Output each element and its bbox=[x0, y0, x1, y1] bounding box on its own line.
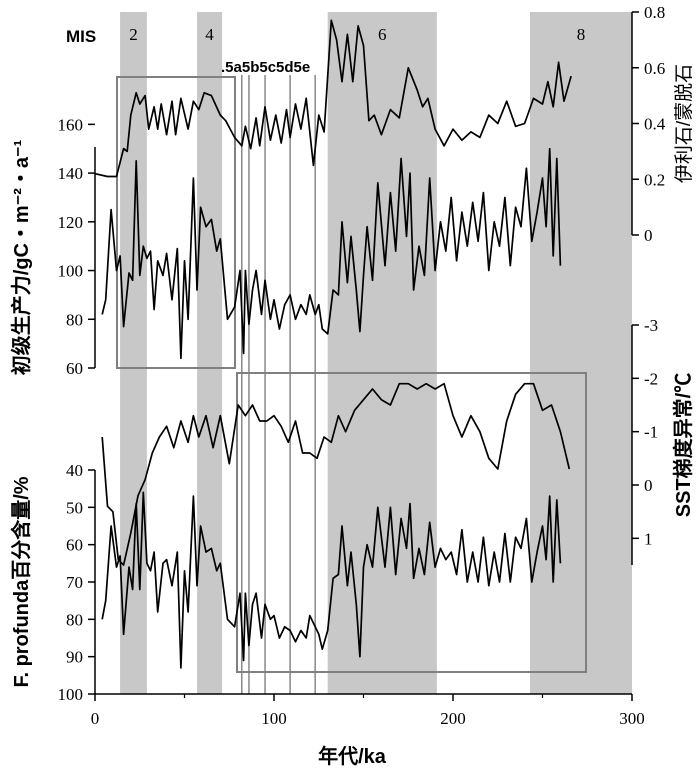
mis-band-4 bbox=[197, 12, 223, 694]
tick-label-f_profunda: 50 bbox=[66, 498, 83, 517]
series-line-f_profunda bbox=[101, 491, 562, 669]
tick-label-f_profunda: 40 bbox=[66, 461, 83, 480]
series-line-productivity bbox=[101, 147, 562, 360]
tick-label-sst_gradient: -3 bbox=[644, 316, 658, 335]
mis-label-4: 4 bbox=[205, 25, 214, 44]
tick-label-clay: 0.6 bbox=[644, 59, 665, 78]
mis-label-8: 8 bbox=[577, 25, 586, 44]
axis-title-productivity: 初级生产力/gC・m⁻²・a⁻¹ bbox=[9, 139, 33, 375]
axis-title-clay: 伊利石/蒙脱石 bbox=[673, 64, 695, 183]
tick-label-f_profunda: 80 bbox=[66, 610, 83, 629]
series-line-clay bbox=[94, 19, 572, 178]
x-tick-label: 200 bbox=[440, 709, 466, 728]
tick-label-clay: 0.2 bbox=[644, 170, 665, 189]
x-tick-label: 0 bbox=[91, 709, 100, 728]
tick-label-clay: 0.4 bbox=[644, 115, 666, 134]
tick-label-f_profunda: 90 bbox=[66, 648, 83, 667]
series-line-sst_gradient bbox=[101, 382, 571, 566]
highlight-box-upper bbox=[116, 76, 236, 369]
tick-label-productivity: 100 bbox=[58, 262, 84, 281]
data-series bbox=[94, 19, 572, 669]
mis-heading: MIS bbox=[66, 27, 96, 46]
substage-labels: .5a5b5c5d5e bbox=[221, 59, 310, 76]
tick-label-clay: 0 bbox=[644, 226, 653, 245]
tick-label-sst_gradient: 0 bbox=[644, 476, 653, 495]
mis-band-8 bbox=[529, 12, 632, 694]
substage-lines bbox=[241, 75, 316, 694]
tick-label-sst_gradient: 1 bbox=[644, 529, 653, 548]
mis-label-2: 2 bbox=[129, 25, 138, 44]
tick-label-productivity: 60 bbox=[66, 359, 83, 378]
mis-shading: 2 4 6 8 bbox=[120, 12, 632, 694]
tick-label-clay: 0.8 bbox=[644, 3, 665, 22]
tick-label-productivity: 120 bbox=[58, 213, 84, 232]
tick-label-productivity: 140 bbox=[58, 164, 84, 183]
tick-label-productivity: 160 bbox=[58, 115, 84, 134]
axes: 00.20.40.60.8伊利石/蒙脱石6080100120140160初级生产… bbox=[9, 3, 695, 728]
tick-label-f_profunda: 70 bbox=[66, 573, 83, 592]
highlight-box-lower bbox=[236, 372, 587, 673]
mis-band-2 bbox=[120, 12, 147, 694]
tick-label-productivity: 80 bbox=[66, 310, 83, 329]
axis-title-sst_gradient: SST梯度异常/℃ bbox=[671, 373, 695, 517]
x-axis-label: 年代/ka bbox=[318, 744, 387, 768]
axis-title-f_profunda: F. profunda百分含量/% bbox=[9, 476, 33, 687]
x-tick-label: 300 bbox=[619, 709, 645, 728]
tick-label-sst_gradient: -1 bbox=[644, 423, 658, 442]
mis-band-6 bbox=[327, 12, 437, 694]
highlight-boxes bbox=[116, 76, 587, 673]
mis-label-6: 6 bbox=[378, 25, 387, 44]
chart-text: MIS .5a5b5c5d5e 年代/ka bbox=[66, 27, 387, 768]
tick-label-f_profunda: 60 bbox=[66, 536, 83, 555]
tick-label-f_profunda: 100 bbox=[58, 685, 84, 704]
x-tick-label: 100 bbox=[261, 709, 287, 728]
tick-label-sst_gradient: -2 bbox=[644, 369, 658, 388]
